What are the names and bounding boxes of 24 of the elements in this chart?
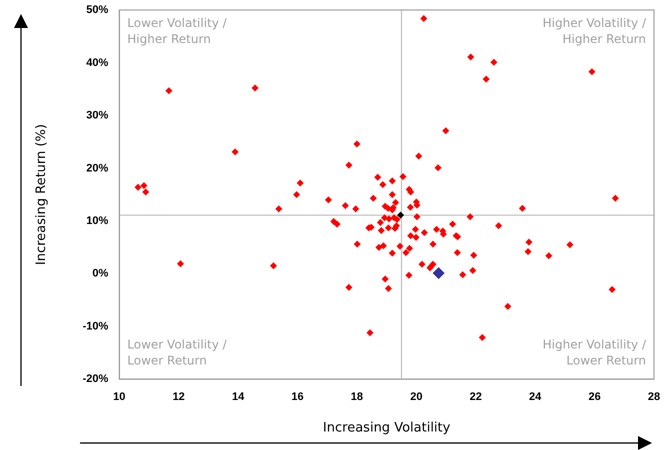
- y-tick-label: 40%: [86, 56, 108, 69]
- x-tick-label: 12: [172, 390, 185, 403]
- x-tick-label: 18: [350, 390, 364, 403]
- y-tick-label: 0%: [92, 268, 108, 280]
- x-tick-label: 14: [232, 390, 246, 403]
- y-tick-label: 10%: [86, 215, 108, 228]
- annotation: Higher Volatility / Higher Return: [542, 16, 647, 46]
- x-axis-title: Increasing Volatility: [322, 420, 451, 436]
- x-tick-label: 22: [470, 390, 482, 403]
- x-tick-label: 24: [529, 390, 542, 403]
- annotation: Higher Volatility / Lower Return: [542, 337, 647, 368]
- x-tick-label: 16: [291, 390, 304, 403]
- y-tick-label: -10%: [82, 320, 108, 332]
- x-tick-label: 10: [113, 390, 126, 403]
- annotation: Lower Volatility / Lower Return: [127, 337, 228, 368]
- y-tick-label: 30%: [86, 110, 108, 122]
- annotation: Lower Volatility / Higher Return: [127, 16, 228, 46]
- y-axis-title: Increasing Return (%): [34, 124, 50, 266]
- x-tick-label: 28: [648, 390, 660, 403]
- y-tick-label: 20%: [86, 162, 108, 174]
- x-tick-label: 26: [588, 390, 601, 403]
- x-tick-label: 20: [410, 390, 422, 403]
- y-tick-label: 50%: [86, 4, 108, 16]
- y-tick-label: -20%: [82, 373, 108, 386]
